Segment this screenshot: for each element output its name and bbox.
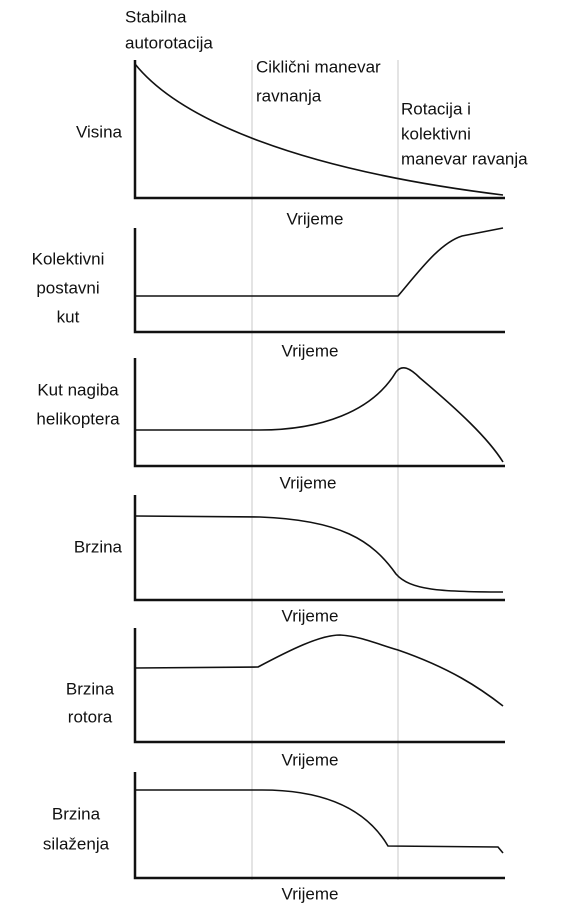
y-label: Brzina — [52, 804, 101, 823]
curve — [135, 366, 504, 463]
y-label: Brzina — [66, 679, 115, 698]
curve — [134, 63, 504, 196]
phase-label: Stabilna — [125, 7, 187, 26]
y-label: Kolektivni — [32, 249, 105, 268]
y-label: kut — [57, 307, 80, 326]
x-label: Vrijeme — [282, 606, 339, 625]
curve — [135, 789, 504, 854]
phase-label: kolektivni — [401, 124, 471, 143]
x-label: Vrijeme — [282, 884, 339, 903]
axes — [133, 772, 505, 880]
curve — [135, 227, 504, 297]
x-label: Vrijeme — [287, 209, 344, 228]
axes — [133, 628, 505, 744]
axes — [133, 495, 505, 602]
axes — [133, 358, 505, 468]
curve — [134, 515, 504, 593]
phase-label: ravnanja — [256, 86, 322, 105]
phase-label: Ciklični manevar — [256, 57, 381, 76]
curve — [134, 634, 504, 707]
y-label: silaženja — [43, 834, 110, 853]
y-label: Visina — [76, 122, 123, 141]
x-label: Vrijeme — [282, 750, 339, 769]
y-label: helikoptera — [36, 409, 120, 428]
y-label: Kut nagiba — [37, 380, 119, 399]
phase-label: autorotacija — [125, 33, 213, 52]
y-label: rotora — [68, 707, 113, 726]
axes — [133, 60, 505, 200]
phase-label: Rotacija i — [401, 99, 471, 118]
axes — [133, 228, 505, 334]
x-label: Vrijeme — [282, 341, 339, 360]
y-label: Brzina — [74, 537, 123, 556]
x-label: Vrijeme — [280, 473, 337, 492]
y-label: postavni — [36, 278, 99, 297]
phase-label: manevar ravanja — [401, 149, 528, 168]
